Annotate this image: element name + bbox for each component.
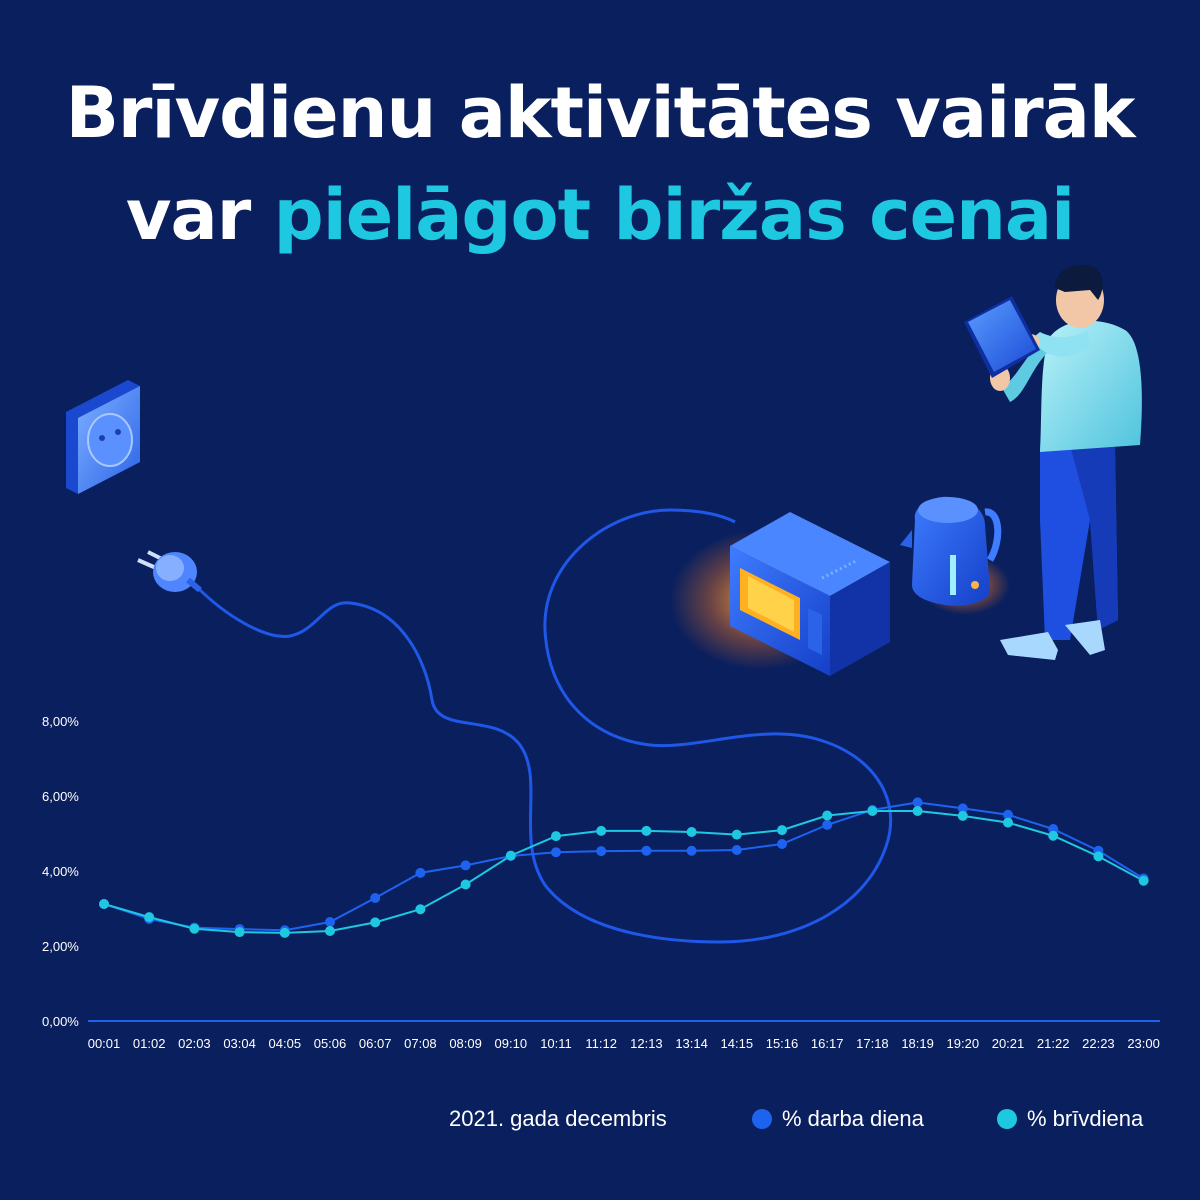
x-tick-label: 08:09 — [449, 1036, 482, 1051]
legend: 2021. gada decembris % darba diena % brī… — [0, 1102, 1200, 1142]
x-tick-label: 19:20 — [947, 1036, 980, 1051]
x-tick-label: 22:23 — [1082, 1036, 1115, 1051]
x-tick-label: 06:07 — [359, 1036, 392, 1051]
microwave-icon — [670, 512, 890, 676]
data-point-series-0 — [686, 845, 697, 856]
data-point-series-1 — [596, 825, 607, 836]
data-point-series-0 — [325, 917, 335, 927]
data-point-series-1 — [867, 806, 878, 816]
data-point-series-0 — [641, 845, 652, 856]
legend-item-workday: % darba diena — [752, 1106, 924, 1132]
data-point-series-1 — [144, 912, 155, 923]
data-point-series-0 — [957, 803, 968, 814]
title-line-2-plain: var — [125, 174, 274, 256]
page-title: Brīvdienu aktivitātes vairāk var pielāgo… — [0, 62, 1200, 266]
data-point-series-1 — [1093, 851, 1104, 862]
data-point-series-1 — [189, 923, 200, 934]
data-point-series-1 — [686, 827, 697, 837]
y-tick-label: 8,00% — [42, 714, 79, 729]
data-point-series-0 — [551, 847, 561, 858]
legend-label-weekend: % brīvdiena — [1027, 1106, 1144, 1131]
data-point-series-1 — [505, 850, 516, 861]
x-tick-label: 01:02 — [133, 1036, 166, 1051]
x-tick-label: 14:15 — [721, 1036, 754, 1051]
x-tick-label: 12:13 — [630, 1036, 663, 1051]
x-tick-label: 07:08 — [404, 1036, 437, 1051]
series-lines — [103, 801, 1145, 934]
x-tick-label: 03:04 — [223, 1036, 256, 1051]
power-cord — [195, 508, 893, 944]
data-point-series-0 — [370, 893, 381, 903]
data-point-series-1 — [1048, 830, 1059, 841]
data-point-series-0 — [912, 797, 923, 808]
x-tick-label: 02:03 — [178, 1036, 211, 1051]
data-point-series-1 — [641, 825, 652, 836]
y-tick-label: 2,00% — [42, 939, 79, 954]
series-line-0 — [103, 801, 1145, 932]
x-tick-label: 00:01 — [88, 1036, 121, 1051]
x-axis: 00:01 01:02 02:03 03:04 04:05 05:06 06:07 07:08… — [88, 1036, 1160, 1051]
x-tick-label: 23:00 — [1127, 1036, 1160, 1051]
data-point-series-0 — [777, 839, 787, 849]
data-point-series-0 — [1003, 809, 1013, 820]
y-axis: 0,00% 2,00% 4,00% 6,00% 8,00% — [42, 714, 79, 1029]
data-point-series-1 — [415, 904, 426, 915]
x-tick-label: 15:16 — [766, 1036, 799, 1051]
power-plug-icon — [137, 550, 202, 593]
data-point-series-0 — [415, 867, 426, 878]
x-tick-label: 18:19 — [901, 1036, 934, 1051]
x-tick-label: 20:21 — [992, 1036, 1025, 1051]
y-tick-label: 0,00% — [42, 1014, 79, 1029]
data-point-series-1 — [370, 917, 381, 928]
data-point-series-1 — [731, 829, 742, 840]
data-point-series-1 — [822, 810, 833, 821]
data-point-series-1 — [1003, 817, 1013, 828]
data-point-series-1 — [325, 926, 335, 936]
data-point-series-1 — [551, 831, 561, 842]
x-tick-label: 17:18 — [856, 1036, 889, 1051]
data-point-series-1 — [957, 810, 968, 821]
data-point-series-1 — [460, 879, 471, 890]
x-tick-label: 13:14 — [675, 1036, 708, 1051]
data-point-series-1 — [777, 825, 787, 836]
y-tick-label: 4,00% — [42, 864, 79, 879]
y-tick-label: 6,00% — [42, 789, 79, 804]
series-line-1 — [103, 810, 1145, 934]
series-points — [99, 797, 1149, 938]
title-line-2-accent: pielāgot biržas cenai — [273, 174, 1076, 256]
data-point-series-1 — [234, 927, 245, 938]
x-tick-label: 21:22 — [1037, 1036, 1070, 1051]
title-line-2: var pielāgot biržas cenai — [0, 164, 1200, 266]
data-point-series-1 — [912, 806, 923, 816]
title-line-1: Brīvdienu aktivitātes vairāk — [65, 72, 1136, 154]
power-socket-icon — [66, 380, 140, 494]
data-point-series-0 — [596, 846, 607, 857]
kettle-icon — [900, 496, 1010, 615]
data-point-series-0 — [460, 860, 471, 871]
x-tick-label: 09:10 — [495, 1036, 528, 1051]
x-tick-label: 05:06 — [314, 1036, 347, 1051]
data-point-series-1 — [1138, 875, 1149, 886]
data-point-series-1 — [279, 927, 290, 938]
data-point-series-1 — [99, 899, 109, 909]
legend-item-weekend: % brīvdiena — [997, 1106, 1143, 1132]
legend-label-workday: % darba diena — [782, 1106, 924, 1131]
person-with-tablet-icon — [964, 264, 1142, 660]
x-tick-label: 04:05 — [269, 1036, 302, 1051]
legend-note: 2021. gada decembris — [449, 1106, 667, 1131]
x-tick-label: 10:11 — [540, 1036, 572, 1051]
data-point-series-0 — [731, 845, 742, 855]
x-tick-label: 11:12 — [585, 1036, 617, 1051]
data-point-series-0 — [822, 819, 833, 830]
x-tick-label: 16:17 — [811, 1036, 844, 1051]
legend-swatch-weekend — [997, 1109, 1017, 1129]
legend-swatch-workday — [752, 1109, 772, 1129]
